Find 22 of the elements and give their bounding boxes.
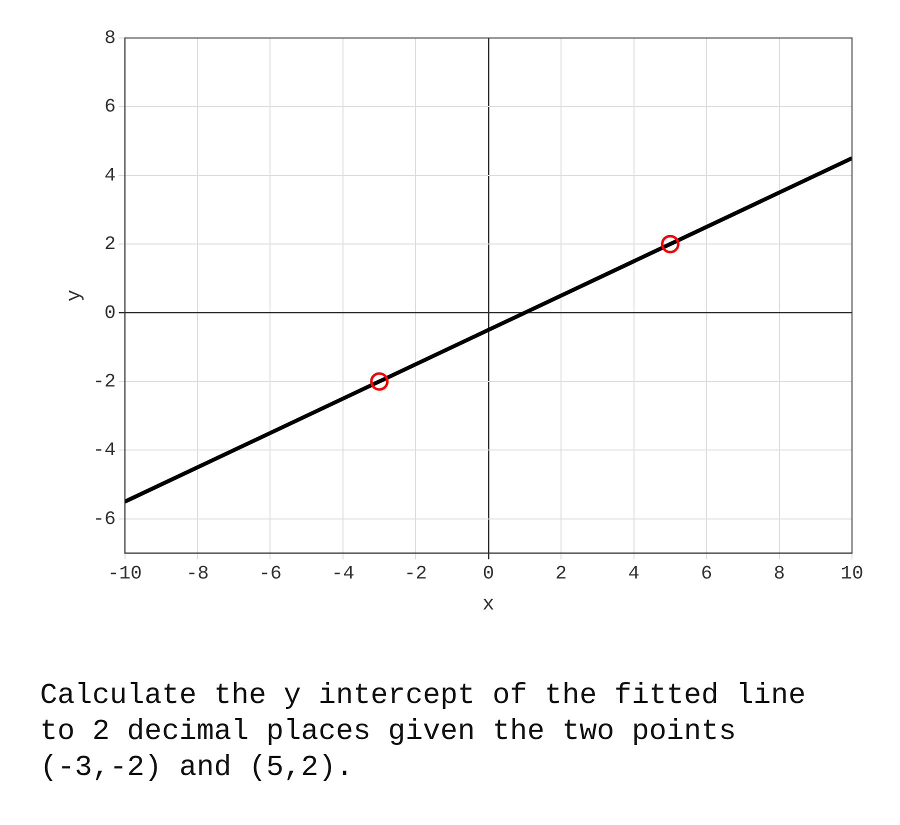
x-tick-label: -4 [332, 562, 354, 585]
x-tick-label: -10 [108, 562, 142, 585]
y-axis-title: y [63, 290, 86, 302]
y-tick-label: -2 [92, 370, 116, 392]
x-tick-label: 0 [482, 562, 494, 585]
y-tick-label: 2 [104, 233, 116, 256]
x-tick-label: 6 [700, 562, 712, 585]
x-tick-label: -8 [186, 562, 209, 585]
y-tick-label: -4 [92, 439, 116, 462]
x-tick-label: -2 [404, 562, 428, 585]
y-tick-label: 6 [104, 96, 116, 118]
x-tick-label: -6 [258, 562, 282, 585]
y-tick-label: -6 [92, 508, 116, 530]
y-tick-label: 4 [104, 164, 116, 186]
x-axis-title: x [482, 593, 494, 616]
x-tick-label: 2 [555, 562, 567, 585]
y-tick-label: 8 [104, 27, 116, 50]
y-tick-label: 0 [104, 302, 116, 324]
text: Calculate the y intercept of the fitted line to 2 decimal places given the two points (-3,-2) and (5,2). [40, 678, 807, 786]
x-tick-label: 8 [774, 562, 785, 585]
x-tick-label: 4 [628, 562, 640, 585]
x-tick-label: 10 [840, 562, 864, 585]
